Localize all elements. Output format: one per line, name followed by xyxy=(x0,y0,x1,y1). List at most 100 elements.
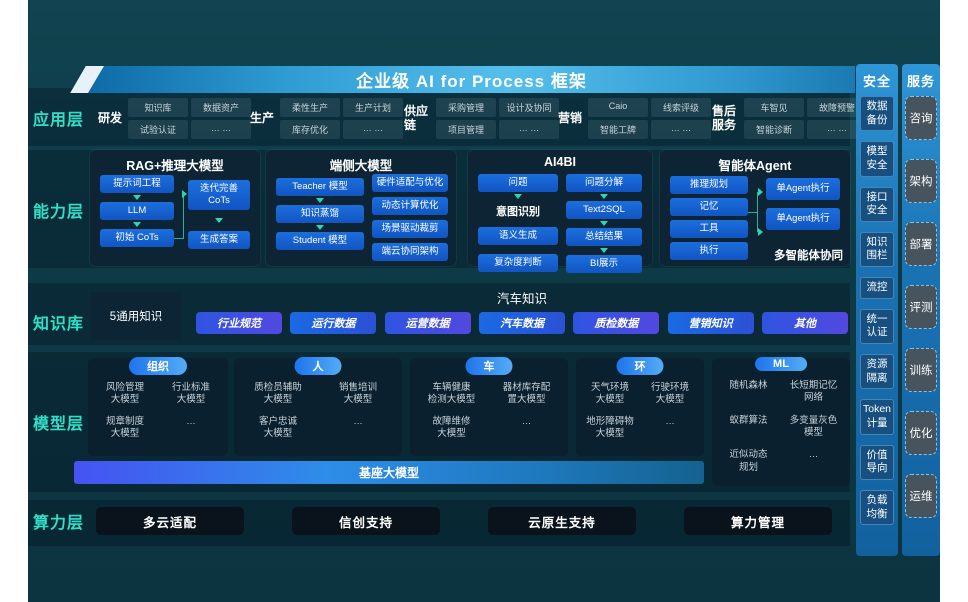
model-items: 风险管理 大模型 行业标准 大模型 规章制度 大模型… xyxy=(88,358,228,446)
knowledge-chip: 行业规范 xyxy=(196,312,282,334)
service-item: 评测 xyxy=(905,285,937,329)
model-item: 客户忠诚 大模型 xyxy=(258,415,297,440)
multi-agent-caption: 多智能体协同 xyxy=(774,250,843,262)
capability-layer-label: 能力层 xyxy=(33,204,85,221)
model-item: … xyxy=(521,415,532,427)
app-group-after-sales: 售后服务 车智见 故障预警 智能诊断… … xyxy=(712,98,867,139)
arrow-down-icon xyxy=(514,193,522,199)
flow-step: Teacher 模型 xyxy=(276,178,364,196)
arrow-down-icon xyxy=(133,221,141,227)
model-item: 质检员辅助 大模型 xyxy=(254,382,302,406)
model-group-pill: 环 xyxy=(616,357,664,375)
security-item: 负载 均衡 xyxy=(860,489,894,526)
rag-reasoning-model-box: RAG+推理大模型 提示词工程 LLM 初始 CoTs 迭代完善CoTs 生成答… xyxy=(90,150,260,266)
app-chip: 设计及协同 xyxy=(499,98,559,117)
feature-chip: 硬件适配与优化 xyxy=(372,174,448,192)
model-item: … xyxy=(353,415,363,427)
app-group-chips: Caio 线索评级 智能工牌… … xyxy=(588,98,712,139)
connector-line xyxy=(174,238,183,239)
service-item: 运维 xyxy=(905,474,937,518)
model-group-pill: 车 xyxy=(465,357,513,375)
general-knowledge-box: 5通用知识 xyxy=(90,292,182,340)
compute-capability-tile: 算力管理 xyxy=(684,507,832,535)
app-chip: 项目管理 xyxy=(436,120,496,139)
base-model-bar: 基座大模型 xyxy=(74,461,704,484)
app-layer-band xyxy=(28,88,850,146)
connector-line xyxy=(757,192,758,232)
services-items: 咨询 架构 部署 评测 训练 优化 运维 xyxy=(902,96,940,518)
app-group-chips: 车智见 故障预警 智能诊断… … xyxy=(744,98,867,139)
arrow-right-icon xyxy=(758,188,763,196)
app-group-name: 研发 xyxy=(98,110,123,125)
connector-line xyxy=(748,212,757,213)
app-chip: 柔性生产 xyxy=(280,98,341,117)
model-items: 车辆健康 检测大模型 器材库存配 置大模型 故障维修 大模型… xyxy=(410,358,568,446)
security-item: Token 计量 xyxy=(860,399,894,435)
box-title: RAG+推理大模型 xyxy=(126,159,224,173)
model-item: 故障维修 大模型 xyxy=(432,415,471,440)
flow-step: 知识蒸馏 xyxy=(276,204,364,223)
knowledge-chip: 营销知识 xyxy=(667,312,754,334)
app-group-name: 供应链 xyxy=(404,103,429,132)
app-chip: … … xyxy=(807,120,867,139)
knowledge-chip: 汽车数据 xyxy=(478,312,565,334)
model-item: 长短期记忆 网络 xyxy=(789,380,838,404)
agent-box: 智能体Agent 推理规划 记忆 工具 执行 单Agent执行 单Agent执行… xyxy=(660,150,850,266)
app-chip: Caio xyxy=(588,98,649,117)
model-item: 多变量灰色 模型 xyxy=(789,414,838,439)
app-chip: 数据资产 xyxy=(191,98,252,117)
security-items: 数据 备份 模型 安全 接口 安全 知识 围栏 流控 统一 认证 资源 隔离 Token 计量… xyxy=(856,96,898,526)
flow-step: 生成答案 xyxy=(188,230,250,249)
knowledge-chip-row: 行业规范 运行数据 运营数据 汽车数据 质检数据 营销知识 其他 xyxy=(196,312,848,334)
edge-model-box: 端侧大模型 Teacher 模型 知识蒸馏 Student 模型 硬件适配与优化… xyxy=(266,150,456,266)
agent-module-chip: 推理规划 xyxy=(670,176,748,194)
model-items: 随机森林 长短期记忆 网络 蚁群算法 多变量灰色 模型 近似动态 规划… xyxy=(712,358,850,480)
app-chip: 线索评级 xyxy=(651,98,712,117)
framework-title-banner: 企业级 AI for Process 框架 xyxy=(88,66,855,93)
app-chip: … … xyxy=(343,120,404,139)
model-group-pill: 组织 xyxy=(129,357,187,375)
flow-step: 问题分解 xyxy=(566,174,642,192)
knowledge-chip: 质检数据 xyxy=(573,312,660,334)
app-layer-label: 应用层 xyxy=(33,112,85,129)
connector-line xyxy=(183,194,184,239)
security-item: 流控 xyxy=(860,277,894,299)
general-knowledge-label: 5通用知识 xyxy=(109,311,163,323)
agent-executor-chip: 单Agent执行 xyxy=(766,207,840,230)
model-item: … xyxy=(186,415,196,427)
app-chip: 智能诊断 xyxy=(744,120,804,139)
agent-module-chip: 执行 xyxy=(670,241,748,260)
app-group-chips: 柔性生产 生产计划 库存优化… … xyxy=(280,98,404,139)
feature-chip: 端云协同架构 xyxy=(372,242,448,261)
model-item: 销售培训 大模型 xyxy=(338,382,377,406)
model-group-organization: 组织 风险管理 大模型 行业标准 大模型 规章制度 大模型… xyxy=(88,357,228,456)
app-group-name: 生产 xyxy=(250,110,275,125)
app-chip: … … xyxy=(191,120,252,139)
model-items: 质检员辅助 大模型 销售培训 大模型客户忠诚 大模型 … xyxy=(234,358,402,446)
app-chip: 生产计划 xyxy=(343,98,404,117)
knowledge-chip: 运营数据 xyxy=(384,312,471,334)
agent-module-chip: 记忆 xyxy=(670,197,748,216)
security-item: 统一 认证 xyxy=(860,308,894,345)
model-item: … xyxy=(808,449,819,461)
app-group-name: 营销 xyxy=(558,110,583,125)
security-item: 模型 安全 xyxy=(860,141,894,177)
model-item: 天气环境 大模型 xyxy=(590,382,629,406)
model-item: 行驶环境 大模型 xyxy=(650,382,689,406)
knowledge-chip: 运行数据 xyxy=(290,312,377,334)
app-group-rd: 研发 知识库 数据资产 试验认证… … xyxy=(98,98,252,139)
app-group-chips: 采购管理 设计及协同 项目管理… … xyxy=(436,98,559,139)
framework-title: 企业级 AI for Process 框架 xyxy=(356,72,587,91)
flow-step: 初始 CoTs xyxy=(100,228,174,247)
app-chip: 试验认证 xyxy=(128,120,189,139)
service-item: 部署 xyxy=(905,222,937,266)
app-group-name: 售后服务 xyxy=(712,103,737,132)
security-item: 价值 导向 xyxy=(860,444,894,480)
model-group-ml: ML 随机森林 长短期记忆 网络 蚁群算法 多变量灰色 模型 近似动态 规划… xyxy=(712,357,850,486)
model-item: 器材库存配 置大模型 xyxy=(502,382,551,406)
service-item: 架构 xyxy=(905,159,937,203)
service-item: 训练 xyxy=(905,348,937,392)
arrow-right-icon xyxy=(758,228,763,236)
app-chip: 库存优化 xyxy=(280,120,341,139)
ai4bi-box: AI4BI 问题 意图识别 语义生成 复杂度判断 问题分解 Text2SQL 总… xyxy=(468,150,652,273)
